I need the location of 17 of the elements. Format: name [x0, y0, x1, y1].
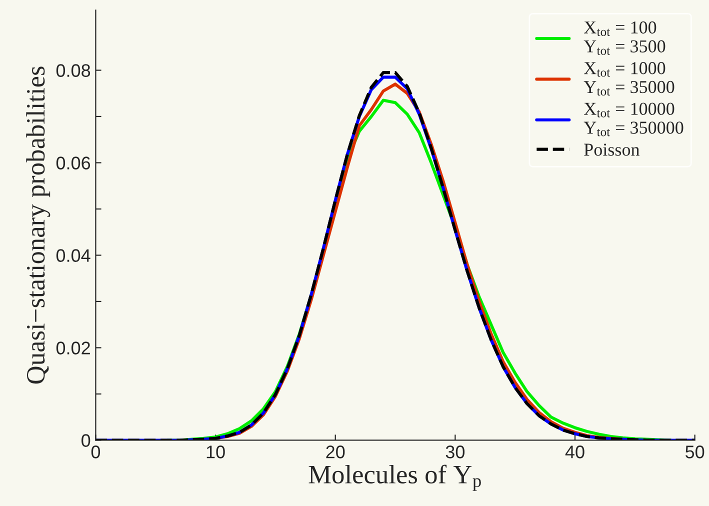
x-tick-label: 20 — [326, 446, 345, 458]
x-axis-title: Molecules of Y$_{p}$ — [308, 464, 481, 491]
legend-label: X$_{tot}$ = 1000 Y$_{tot}$ = 35000 — [584, 62, 674, 96]
x-tick-label: 10 — [206, 446, 225, 458]
x-tick-label: 40 — [565, 446, 584, 458]
y-tick-label: 0.08 — [56, 64, 90, 77]
legend-label: X$_{tot}$ = 100 Y$_{tot}$ = 3500 — [584, 21, 666, 55]
y-tick-label: 0.06 — [56, 156, 90, 170]
y-tick-label: 0 — [82, 434, 90, 447]
x-tick-label: 50 — [686, 446, 704, 458]
y-tick-label: 0.04 — [56, 249, 90, 262]
legend-label: X$_{tot}$ = 10000 Y$_{tot}$ = 350000 — [584, 102, 684, 136]
y-axis-title: Quasi−stationary probabilities — [26, 66, 50, 384]
x-tick-label: 0 — [91, 446, 100, 458]
y-tick-label: 0.02 — [56, 342, 90, 354]
x-tick-label: 30 — [446, 446, 465, 458]
legend-label: Poisson — [584, 144, 640, 156]
